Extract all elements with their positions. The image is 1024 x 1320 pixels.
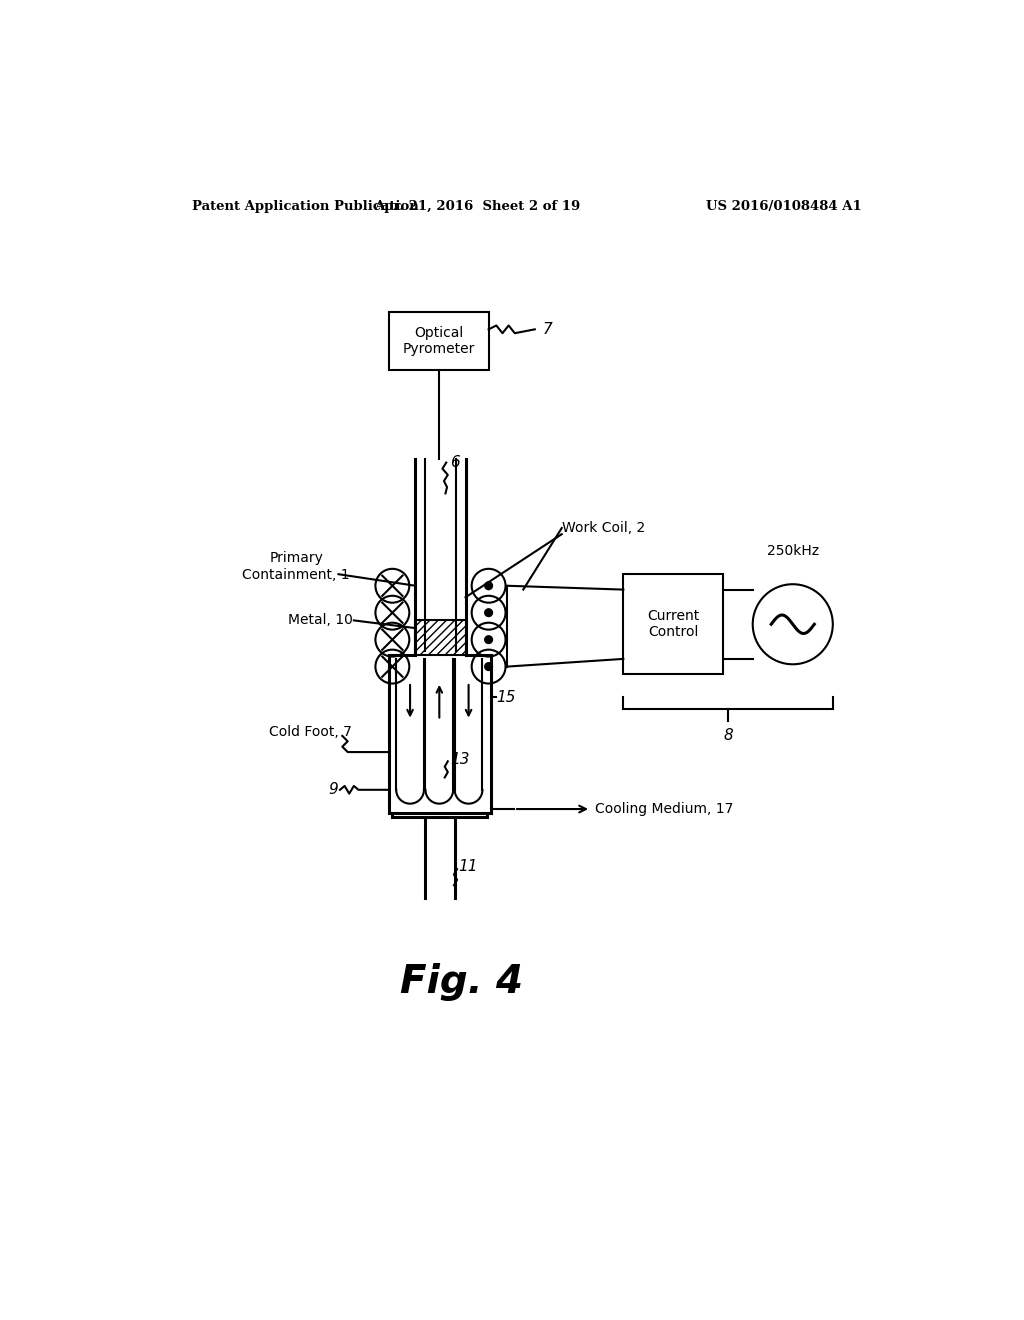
Bar bbox=[416, 620, 466, 655]
Text: 7: 7 bbox=[543, 322, 552, 337]
Circle shape bbox=[484, 636, 493, 644]
Text: 13: 13 bbox=[451, 751, 470, 767]
Text: Cold Foot, 7: Cold Foot, 7 bbox=[269, 725, 352, 739]
Text: 8: 8 bbox=[723, 729, 733, 743]
Text: US 2016/0108484 A1: US 2016/0108484 A1 bbox=[707, 199, 862, 213]
Text: Optical
Pyrometer: Optical Pyrometer bbox=[402, 326, 475, 356]
Text: 6: 6 bbox=[451, 455, 460, 470]
Text: Apr. 21, 2016  Sheet 2 of 19: Apr. 21, 2016 Sheet 2 of 19 bbox=[374, 199, 581, 213]
Text: Metal, 10: Metal, 10 bbox=[289, 614, 353, 627]
Bar bbox=[624, 574, 724, 675]
Text: Work Coil, 2: Work Coil, 2 bbox=[562, 521, 645, 535]
Bar bbox=[388, 313, 488, 370]
Text: Primary
Containment, 1: Primary Containment, 1 bbox=[243, 552, 350, 582]
Circle shape bbox=[484, 582, 493, 590]
Text: 9: 9 bbox=[329, 783, 339, 797]
Text: 15: 15 bbox=[497, 690, 516, 705]
Text: Current
Control: Current Control bbox=[647, 609, 699, 639]
Text: Patent Application Publication: Patent Application Publication bbox=[193, 199, 419, 213]
Text: 250kHz: 250kHz bbox=[767, 544, 819, 558]
Text: Cooling Medium, 17: Cooling Medium, 17 bbox=[595, 803, 733, 816]
Text: 11: 11 bbox=[458, 859, 477, 874]
Text: Fig. 4: Fig. 4 bbox=[400, 964, 523, 1002]
Circle shape bbox=[484, 663, 493, 671]
Circle shape bbox=[484, 609, 493, 616]
